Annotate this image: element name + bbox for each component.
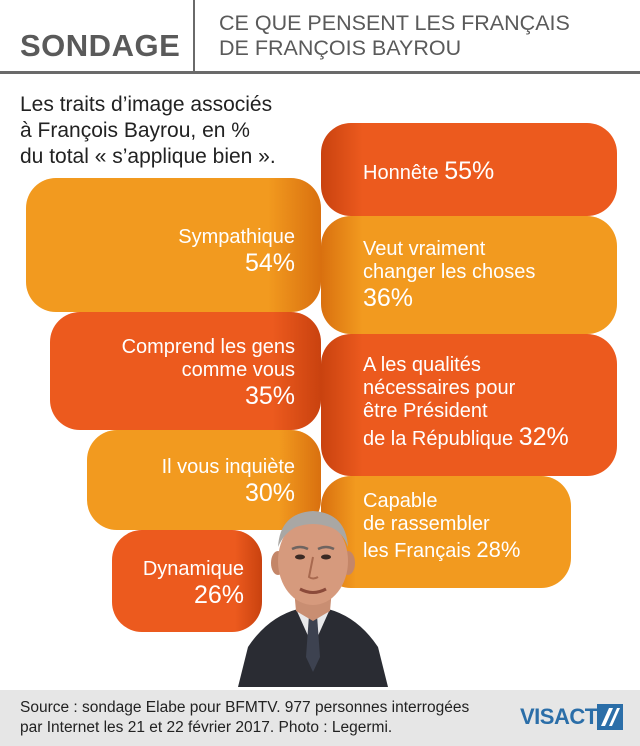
portrait-photo [238,511,388,687]
bar-sympathique-value: 54% [244,249,295,277]
bar-rassembler: Capable de rassembler les Français 28% [321,476,571,588]
bar-comprend-value: 35% [244,382,295,410]
subtitle-line3: du total « s’applique bien ». [20,145,276,168]
page-title: CE QUE PENSENT LES FRANÇAIS DE FRANÇOIS … [219,11,570,61]
source-line2: par Internet les 21 et 22 février 2017. … [20,719,393,736]
chart-subtitle: Les traits d’image associés à François B… [20,92,320,170]
bar-sympathique-label: Sympathique [178,226,295,248]
bar-qualites-label: A les qualités nécessaires pour être Pré… [363,354,569,451]
brand-logo-mark-icon [597,704,623,730]
bar-comprend: Comprend les gens comme vous 35% [50,312,321,430]
page-title-line2: DE FRANÇOIS BAYROU [219,36,462,60]
bar-dynamique-label: Dynamique [142,558,244,580]
header: SONDAGE CE QUE PENSENT LES FRANÇAIS DE F… [0,0,640,74]
header-rule [0,71,640,74]
bar-qualites-value: 32% [518,423,569,451]
bar-changer-value: 36% [363,284,414,312]
bar-rassembler-value: 28% [476,537,521,562]
bar-inquiete-label: Il vous inquiète [161,456,295,478]
subtitle-line2: à François Bayrou, en % [20,119,250,142]
bar-inquiete: Il vous inquiète 30% [87,430,321,530]
bar-rassembler-label: Capable de rassembler les Français 28% [363,490,521,562]
footer: Source : sondage Elabe pour BFMTV. 977 p… [0,690,640,746]
bar-comprend-label: Comprend les gens comme vous [121,336,295,381]
bar-dynamique-value: 26% [193,581,244,609]
bar-honnete-value: 55% [444,157,495,185]
bar-honnete-label: Honnête 55% [363,157,495,185]
header-divider [193,0,195,72]
bar-sympathique: Sympathique 54% [26,178,321,312]
source-note: Source : sondage Elabe pour BFMTV. 977 p… [20,698,469,738]
subtitle-line1: Les traits d’image associés [20,93,273,116]
bar-qualites: A les qualités nécessaires pour être Pré… [321,334,617,476]
bar-changer-label: Veut vraiment changer les choses [363,238,536,283]
bar-honnete: Honnête 55% [321,123,617,216]
page-title-line1: CE QUE PENSENT LES FRANÇAIS [219,11,570,35]
bar-changer: Veut vraiment changer les choses 36% [321,216,617,334]
bar-inquiete-value: 30% [244,479,295,507]
source-line1: Source : sondage Elabe pour BFMTV. 977 p… [20,699,470,716]
bar-dynamique: Dynamique 26% [112,530,262,632]
header-tag: SONDAGE [20,28,181,63]
